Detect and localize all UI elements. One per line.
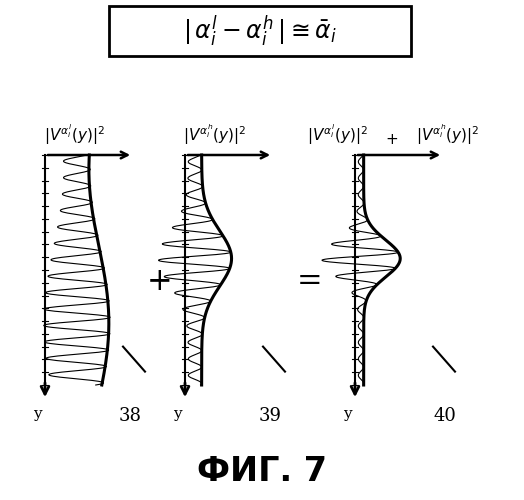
Text: $|\,\alpha^l_i - \alpha^h_i\,| \cong \bar{\alpha}_i$: $|\,\alpha^l_i - \alpha^h_i\,| \cong \ba…	[183, 13, 337, 49]
Text: 40: 40	[433, 407, 456, 425]
Text: $|V^{\alpha^h_i}(y)|^2$: $|V^{\alpha^h_i}(y)|^2$	[183, 122, 247, 147]
Text: $|V^{\alpha^h_i}(y)|^2$: $|V^{\alpha^h_i}(y)|^2$	[416, 122, 480, 147]
Text: y: y	[173, 407, 181, 421]
Text: y: y	[32, 407, 41, 421]
Text: ФИГ. 7: ФИГ. 7	[197, 455, 327, 488]
Text: 38: 38	[118, 407, 141, 425]
Text: +: +	[147, 266, 173, 297]
Text: $+$: $+$	[386, 133, 399, 147]
Text: 39: 39	[258, 407, 281, 425]
Text: y: y	[343, 407, 351, 421]
Text: $|V^{\alpha^l_i}(y)|^2$: $|V^{\alpha^l_i}(y)|^2$	[308, 122, 368, 147]
Text: =: =	[297, 266, 323, 297]
Text: $|V^{\alpha^l_i}(y)|^2$: $|V^{\alpha^l_i}(y)|^2$	[45, 122, 105, 147]
FancyBboxPatch shape	[109, 6, 411, 56]
